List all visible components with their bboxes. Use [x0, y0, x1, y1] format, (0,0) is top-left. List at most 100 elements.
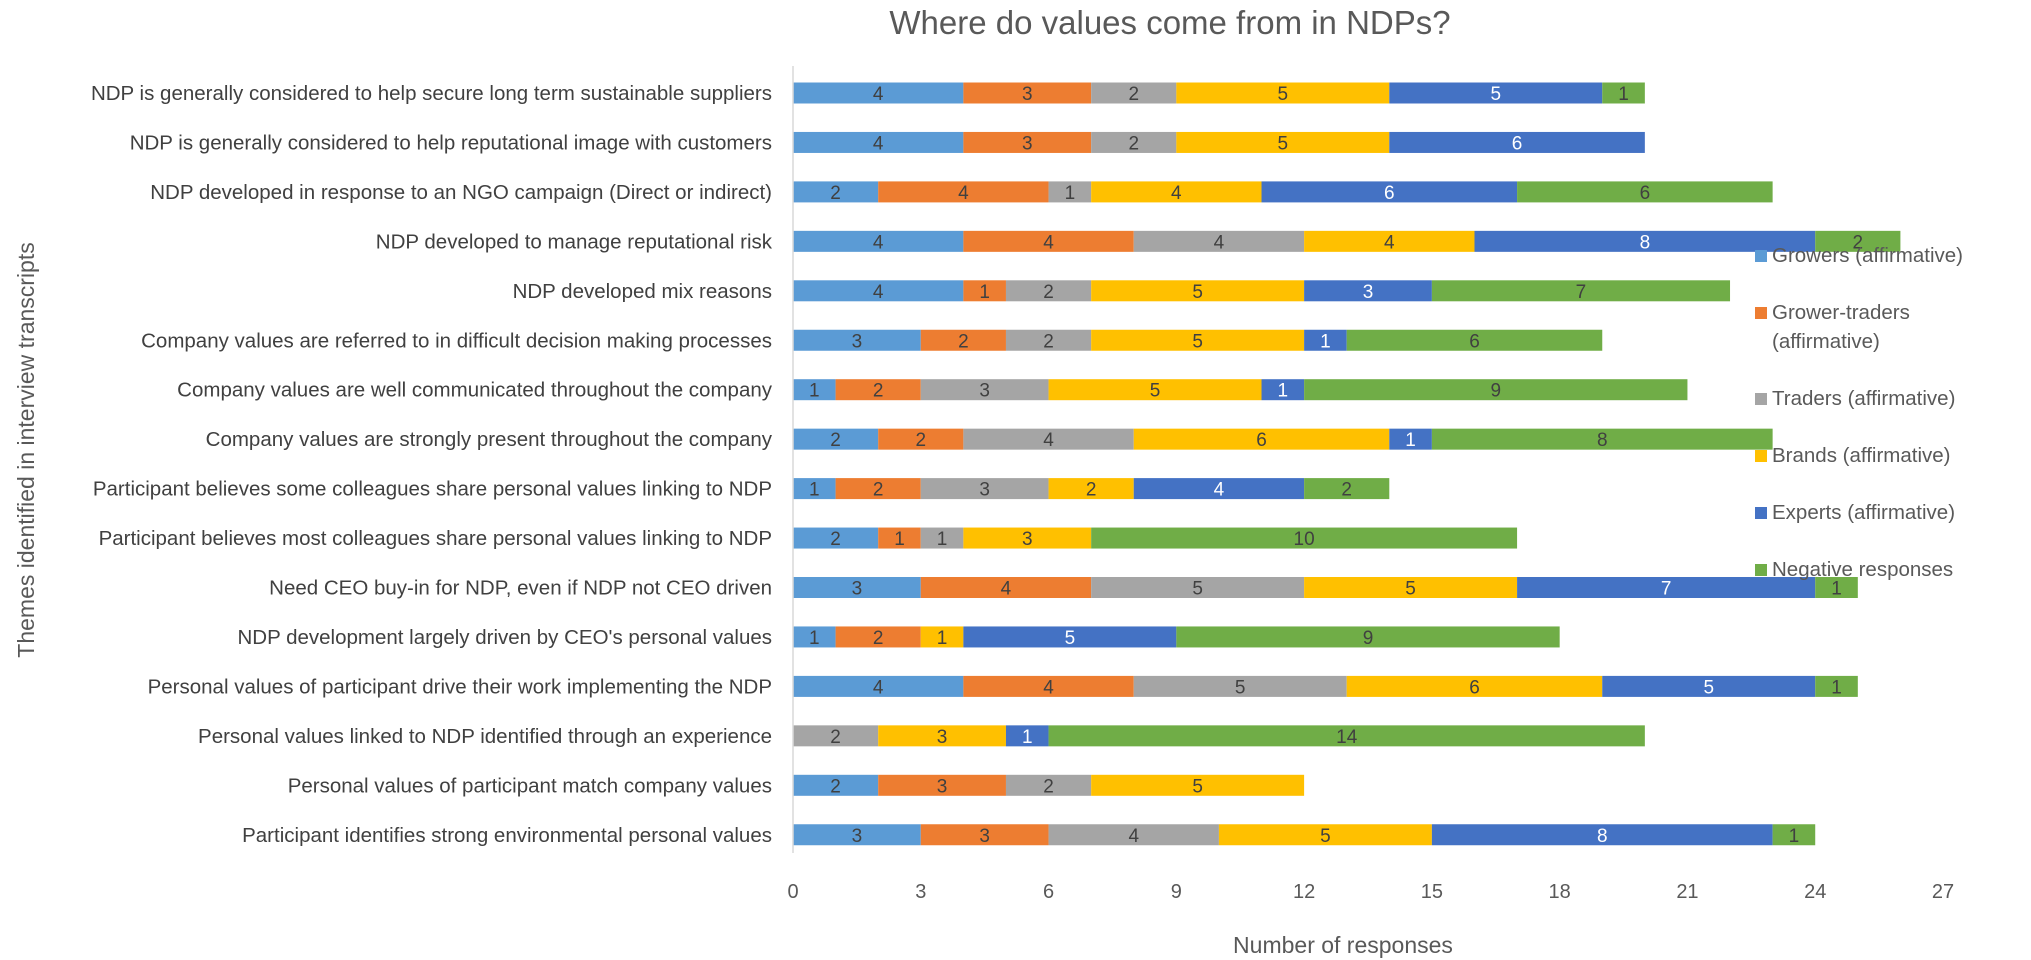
bar-segment	[1091, 774, 1305, 796]
category-labels: NDP is generally considered to help secu…	[91, 82, 773, 847]
bars: 4 3 2 5 5 14 3 2 5 62 4 1 4 6 64 4 4 4 8 24 1 2 5 3 73 2 2 5 1 61 2 3 5 1…	[793, 82, 1901, 847]
data-label: 2	[873, 628, 884, 649]
data-label: 1	[809, 381, 820, 402]
legend-swatch	[1755, 450, 1767, 462]
bar-segment	[1517, 577, 1816, 598]
bar-segment	[920, 577, 1092, 598]
bar-segment	[1091, 577, 1305, 598]
data-label: 2	[830, 727, 841, 748]
x-tick-label: 12	[1293, 881, 1315, 903]
bar-segment	[1048, 478, 1134, 500]
legend-label: Experts (affirmative)	[1772, 501, 1955, 524]
bar-segment	[878, 181, 1049, 203]
bar-segment	[835, 626, 921, 648]
bar-segment	[1048, 379, 1262, 401]
bar-segment	[1005, 280, 1092, 302]
data-label: 2	[1043, 331, 1054, 352]
bar-segment	[963, 626, 1177, 648]
bar-segment	[1133, 428, 1390, 450]
bar-segment	[1602, 675, 1816, 697]
data-label: 2	[915, 430, 926, 451]
category-label: NDP developed in response to an NGO camp…	[150, 181, 772, 204]
bar-segment	[1431, 824, 1773, 846]
legend: Growers (affirmative) Grower-traders (affi…	[1755, 244, 1963, 581]
category-label: Personal values linked to NDP identified…	[198, 725, 772, 748]
data-label: 3	[1022, 84, 1033, 105]
data-label: 2	[1043, 282, 1054, 303]
bar-segment	[793, 527, 879, 549]
data-label: 5	[1490, 84, 1501, 105]
bar-segment	[1431, 428, 1773, 450]
data-label: 4	[1001, 579, 1012, 600]
category-label: Company values are well communicated thr…	[177, 379, 773, 402]
bar-segment	[1176, 626, 1560, 648]
bar-segment	[1091, 181, 1262, 203]
bar-segment	[1133, 478, 1305, 500]
category-label: Participant believes most colleagues sha…	[99, 527, 772, 550]
data-label: 4	[873, 282, 884, 303]
bar-segment	[1091, 527, 1518, 549]
bar-segment	[1091, 82, 1177, 104]
bar-segment	[793, 379, 836, 401]
bar-segment	[793, 131, 964, 153]
bar-segment	[963, 230, 1134, 252]
data-label: 2	[1341, 480, 1352, 501]
bar-segment	[793, 428, 879, 450]
data-label: 3	[979, 381, 990, 402]
data-label: 3	[852, 826, 863, 847]
data-label: 9	[1490, 381, 1501, 402]
x-tick-label: 24	[1804, 881, 1826, 903]
bar-segment	[1133, 230, 1305, 252]
bar-segment	[1005, 725, 1049, 747]
bar-segment	[1261, 379, 1305, 401]
bar-segment	[1815, 577, 1858, 598]
data-label: 3	[1022, 529, 1033, 550]
bar-segment	[793, 230, 964, 252]
bar-segment	[1091, 329, 1305, 351]
data-label: 5	[1150, 381, 1161, 402]
bar-segment	[1304, 329, 1347, 351]
category-label: NDP developed mix reasons	[513, 280, 772, 303]
bar-segment	[920, 478, 1049, 500]
bar-segment	[963, 675, 1134, 697]
bar-segment	[793, 82, 964, 104]
data-label: 1	[937, 628, 948, 649]
data-label: 5	[1192, 579, 1203, 600]
x-tick-label: 0	[787, 881, 798, 903]
data-label: 2	[1128, 133, 1139, 154]
x-tick-label: 18	[1549, 881, 1571, 903]
bar-segment	[878, 428, 964, 450]
bar-segment	[920, 329, 1006, 351]
data-label: 4	[1043, 677, 1054, 698]
data-label: 6	[1469, 331, 1480, 352]
x-tick-label: 15	[1421, 881, 1443, 903]
data-label: 2	[873, 381, 884, 402]
data-label: 4	[1171, 183, 1182, 204]
data-label: 2	[830, 430, 841, 451]
bar-segment	[793, 280, 964, 302]
bar-segment	[1346, 329, 1603, 351]
x-axis-title: Number of responses	[1233, 932, 1453, 958]
data-label: 5	[1192, 282, 1203, 303]
bar-segment	[1048, 181, 1092, 203]
category-label: Participant believes some colleagues sha…	[93, 478, 772, 501]
data-label: 3	[979, 480, 990, 501]
bar-segment	[1815, 230, 1901, 252]
category-label: Participant identifies strong environmen…	[242, 824, 772, 847]
data-label: 1	[1831, 677, 1842, 698]
x-tick-label: 6	[1043, 881, 1054, 903]
data-label: 4	[1043, 232, 1054, 253]
bar-segment	[1602, 82, 1645, 104]
data-label: 1	[1320, 331, 1331, 352]
bar-segment	[1091, 280, 1305, 302]
data-label: 6	[1384, 183, 1395, 204]
bar-segment	[963, 428, 1134, 450]
bar-segment	[1772, 824, 1816, 846]
data-label: 3	[937, 727, 948, 748]
data-label: 4	[1043, 430, 1054, 451]
data-label: 5	[1278, 84, 1289, 105]
bar-segment	[793, 774, 879, 796]
data-label: 3	[1022, 133, 1033, 154]
data-label: 4	[1384, 232, 1395, 253]
bar-segment	[1091, 131, 1177, 153]
